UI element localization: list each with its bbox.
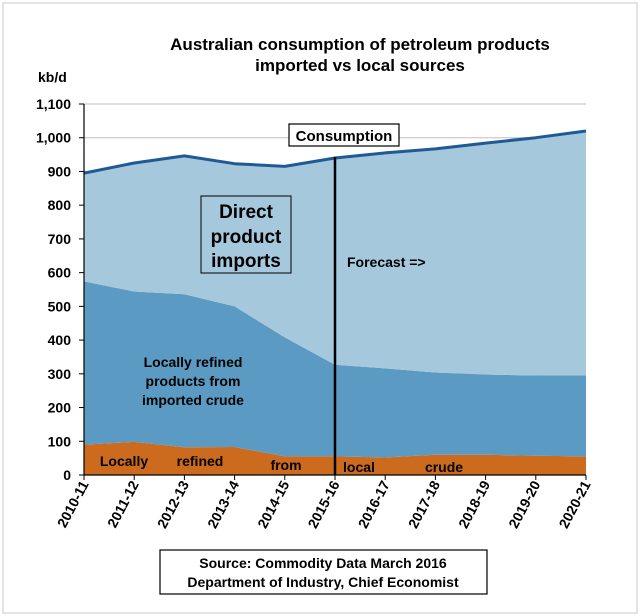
consumption-label: Consumption [296,128,393,145]
y-tick-label-5: 500 [48,298,72,314]
y-tick-label-7: 700 [48,231,72,247]
source-line-1: Source: Commodity Data March 2016 [199,555,447,571]
y-tick-label-3: 300 [48,366,72,382]
imported-crude-label-line-3: imported crude [142,392,244,408]
y-tick-label-4: 400 [48,332,72,348]
chart-subtitle: imported vs local sources [255,56,465,75]
imported-crude-label: Locally refined products from imported c… [142,354,244,408]
y-tick-label-11: 1,100 [36,96,71,112]
imported-crude-label-line-1: Locally refined [144,354,243,370]
forecast-label: Forecast => [347,254,426,270]
local-crude-word-4: local [343,459,375,475]
direct-imports-label-box: Direct product imports [200,195,292,274]
y-tick-labels: 0 100 200 300 400 500 600 700 800 900 1,000 1,100 [36,96,71,483]
y-tick-label-6: 600 [48,265,72,281]
consumption-label-frame [288,123,400,147]
local-crude-label: Locally refined from local crude [100,453,463,475]
y-tick-label-2: 200 [48,400,72,416]
chart-title: Australian consumption of petroleum prod… [170,35,550,54]
y-tick-label-0: 0 [63,467,71,483]
y-tick-label-1: 100 [48,433,72,449]
source-line-2: Department of Industry, Chief Economist [187,574,459,590]
local-crude-word-3: from [270,457,301,473]
local-crude-word-2: refined [177,453,224,469]
local-crude-word-5: crude [425,459,463,475]
source-box: Source: Commodity Data March 2016 Depart… [159,549,488,595]
y-axis-unit-label: kb/d [38,69,67,85]
consumption-label-box: Consumption [288,123,400,147]
local-crude-word-1: Locally [100,453,148,469]
direct-imports-label-line-3: imports [211,251,281,272]
imported-crude-label-line-2: products from [146,373,241,389]
y-tick-label-8: 800 [48,197,72,213]
direct-imports-label-line-1: Direct [219,202,274,223]
y-tick-label-9: 900 [48,163,72,179]
y-tick-label-10: 1,000 [36,130,71,146]
direct-imports-label-line-2: product [211,227,282,248]
direct-imports-label-frame [200,195,292,274]
source-frame [159,549,488,595]
